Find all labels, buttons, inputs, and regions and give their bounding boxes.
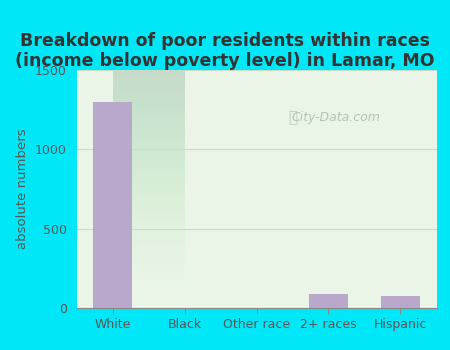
Bar [381, 296, 420, 308]
Text: ⓘ: ⓘ [288, 110, 297, 125]
Y-axis label: absolute numbers: absolute numbers [16, 129, 29, 249]
Text: City-Data.com: City-Data.com [291, 111, 380, 124]
Bar [93, 102, 132, 308]
Text: Breakdown of poor residents within races
(income below poverty level) in Lamar, : Breakdown of poor residents within races… [15, 32, 435, 70]
Bar [309, 294, 348, 308]
